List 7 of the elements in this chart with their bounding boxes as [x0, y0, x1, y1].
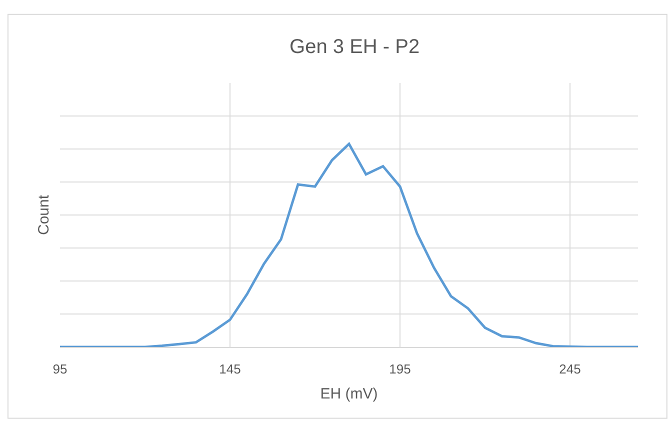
x-tick-label: 95: [52, 362, 68, 377]
x-axis-title: EH (mV): [320, 386, 378, 403]
y-axis-title: Count: [35, 194, 52, 236]
x-tick-label: 145: [219, 362, 241, 377]
x-tick-label: 245: [559, 362, 581, 377]
chart-title: Gen 3 EH - P2: [290, 36, 420, 58]
x-tick-label: 195: [389, 362, 411, 377]
